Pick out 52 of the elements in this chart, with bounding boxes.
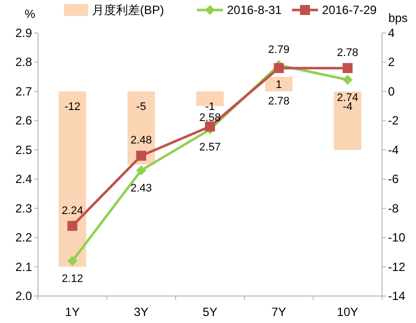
point: [342, 63, 353, 74]
data-label: 2.58: [199, 112, 221, 124]
y-tick-label: 2.6: [15, 114, 32, 128]
data-label: 2.12: [62, 272, 84, 285]
x-tick-label: 5Y: [202, 305, 218, 319]
point: [205, 122, 215, 132]
y2-tick-label: -6: [388, 172, 399, 186]
point: [342, 74, 353, 85]
y2-tick-label: 0: [388, 84, 395, 98]
y2-tick-label: -8: [388, 201, 399, 216]
point: [136, 165, 146, 176]
data-label: 2.78: [336, 47, 358, 60]
data-label: -5: [136, 101, 146, 114]
legend-label: 2016-7-29: [322, 3, 378, 17]
legend-label: 月度利差(BP): [92, 3, 164, 17]
y-tick-label: 2.0: [15, 289, 32, 303]
y2-tick-label: -2: [388, 114, 399, 128]
data-label: -4: [342, 101, 352, 114]
y2-tick-label: -14: [388, 289, 406, 303]
data-label: -12: [64, 101, 80, 114]
x-tick-label: 3Y: [134, 305, 149, 319]
x-tick-label: 10Y: [336, 305, 358, 319]
data-label: 2.43: [130, 182, 152, 194]
y2-tick-label: -4: [388, 142, 399, 157]
y2-tick-label: 2: [388, 55, 395, 70]
y-tick-label: 2.4: [15, 172, 32, 186]
point: [67, 256, 78, 266]
data-label: 2.48: [130, 134, 152, 147]
point: [274, 63, 284, 74]
legend-label: 2016-8-31: [227, 3, 282, 17]
y-tick-label: 2.8: [15, 55, 32, 70]
point: [136, 150, 146, 161]
y2-tick-label: 4: [388, 26, 395, 40]
x-tick-label: 1Y: [65, 305, 80, 319]
y-tick-label: 2.7: [15, 84, 32, 98]
data-label: 1: [276, 79, 282, 92]
data-label: -1: [205, 101, 215, 114]
data-label: 2.57: [199, 141, 221, 154]
y-tick-label: 2.1: [15, 260, 32, 274]
y2-tick-label: -10: [388, 230, 406, 245]
point: [67, 220, 78, 231]
y-tick-label: 2.5: [15, 142, 32, 157]
y2-axis-title: bps: [388, 11, 408, 25]
y-axis-title: %: [24, 7, 36, 21]
y-tick-label: 2.3: [15, 201, 32, 216]
y2-tick-label: -12: [388, 260, 406, 274]
y-tick-label: 2.9: [15, 26, 32, 40]
x-tick-label: 7Y: [271, 305, 286, 319]
y-tick-label: 2.2: [15, 230, 32, 245]
data-label: 2.24: [62, 204, 84, 217]
data-label: 2.78: [268, 95, 290, 108]
data-label: 2.79: [268, 44, 290, 56]
